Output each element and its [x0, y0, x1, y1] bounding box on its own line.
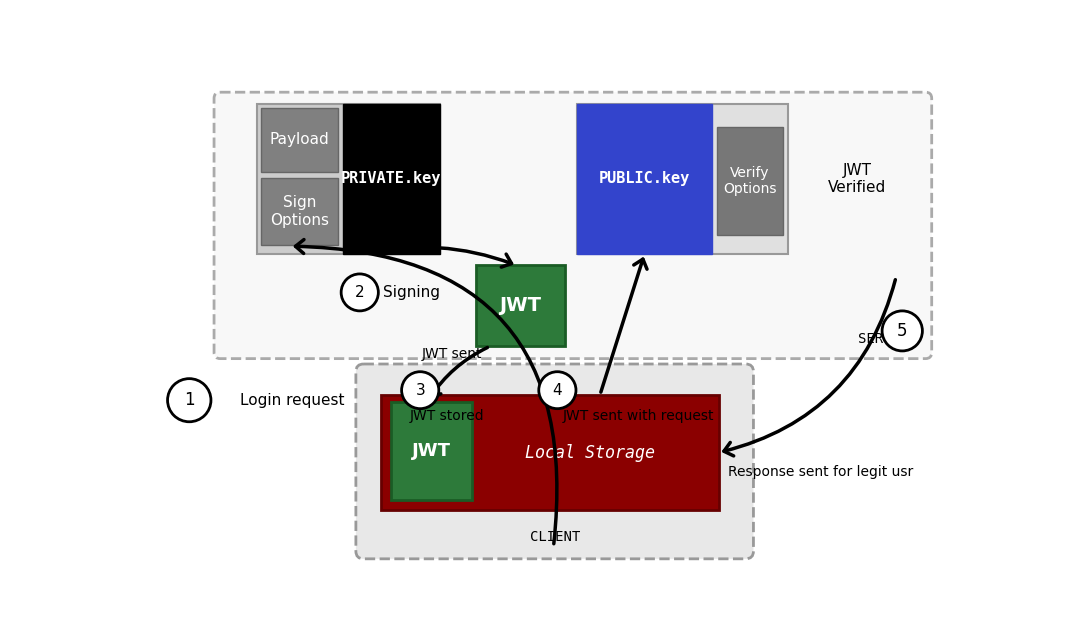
Text: Sign
Options: Sign Options [270, 195, 328, 228]
Bar [342, 104, 440, 254]
Circle shape [167, 379, 211, 422]
Circle shape [341, 274, 378, 311]
Text: 1: 1 [184, 391, 194, 409]
Bar [577, 104, 713, 254]
Bar [577, 104, 787, 254]
Bar [717, 127, 783, 235]
FancyBboxPatch shape [214, 92, 932, 358]
Text: JWT sent: JWT sent [422, 347, 483, 361]
Bar [260, 178, 338, 245]
Text: Local Storage: Local Storage [526, 444, 656, 461]
Text: 2: 2 [355, 285, 365, 300]
Text: Payload: Payload [269, 132, 329, 147]
Text: Response sent for legit usr: Response sent for legit usr [728, 465, 913, 479]
Text: Signing: Signing [383, 285, 440, 300]
Text: 3: 3 [416, 383, 426, 397]
Circle shape [539, 372, 576, 409]
Text: JWT sent with request: JWT sent with request [563, 408, 714, 422]
Bar [391, 402, 472, 500]
Bar [257, 104, 440, 254]
Text: 4: 4 [553, 383, 563, 397]
Bar [260, 108, 338, 172]
Text: 5: 5 [897, 322, 907, 340]
Circle shape [882, 311, 922, 351]
Text: SERVER: SERVER [858, 332, 908, 346]
Text: Login request: Login request [240, 393, 345, 408]
Text: JWT
Verified: JWT Verified [828, 163, 887, 195]
Text: JWT: JWT [500, 296, 541, 316]
Text: CLIENT: CLIENT [529, 531, 580, 544]
Text: PRIVATE.key: PRIVATE.key [341, 172, 442, 186]
FancyBboxPatch shape [356, 364, 754, 559]
Text: Verify
Options: Verify Options [724, 166, 777, 196]
Bar [381, 395, 718, 510]
Circle shape [402, 372, 438, 409]
Text: PUBLIC.key: PUBLIC.key [599, 172, 690, 186]
Bar [476, 266, 565, 346]
Text: JWT: JWT [411, 442, 451, 460]
Text: JWT stored: JWT stored [410, 408, 485, 422]
